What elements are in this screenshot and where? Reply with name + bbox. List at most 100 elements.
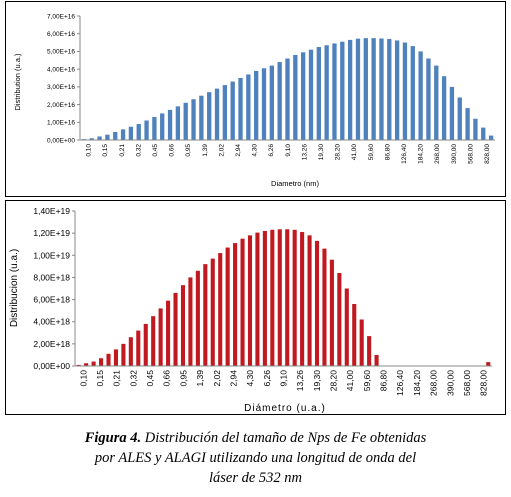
x-tick-label: 28,20 [329,370,339,392]
x-tick-label: 2,02 [218,144,225,157]
x-tick-label: 184,20 [412,370,422,396]
bar [128,126,134,140]
bar [160,113,165,140]
bar [143,323,148,366]
bar [214,88,220,140]
bar [277,62,282,140]
bar [167,109,173,140]
bar [481,127,486,140]
bar [183,102,188,140]
bar [207,92,212,140]
x-tick-label: 9,10 [278,370,288,387]
x-tick-label: 19,30 [318,144,325,161]
bar [352,304,357,366]
x-tick-label: 390,00 [451,144,458,164]
x-tick-label: 0,10 [86,144,93,157]
bar [379,38,384,140]
chart-1-svg: 0,00E+00 1,00E+16 2,00E+16 3,00E+16 4,00E+16… [5,1,506,197]
x-tick-label: 86,80 [384,144,391,161]
bar [488,135,494,140]
x-tick-label: 2,02 [212,370,222,387]
bar [210,258,215,366]
caption-text-1: Distribución del tamaño de Nps de Fe obt… [141,430,427,446]
x-tick-label: 2,94 [228,370,238,387]
bar [410,46,415,140]
bar [166,300,171,366]
x-tick-label: 828,00 [479,370,489,396]
y-tick-label: 0,00E+00 [33,361,70,371]
bar [144,120,149,140]
x-tick-label: 126,40 [395,370,405,396]
x-tick-label: 0,21 [112,370,122,387]
bar [293,54,298,140]
x-tick-label: 59,60 [368,144,375,161]
x-tick-label: 0,15 [95,370,105,387]
bar [238,78,243,140]
x-tick-label: 568,00 [467,144,474,164]
x-tick-label: 13,26 [295,370,305,392]
bar [136,124,141,140]
bar [269,65,274,140]
bar [344,288,349,366]
x-tick-label: 0,45 [145,370,155,387]
bar [120,129,126,140]
bar [374,354,379,366]
bar [457,97,462,140]
y-tick-label: 1,00E+16 [47,120,75,127]
bar [394,40,400,141]
bar [191,99,196,140]
bar [426,58,431,141]
bar [254,70,259,140]
bar [247,235,253,366]
bar [371,38,376,141]
bar [233,243,238,366]
bar [363,38,368,141]
y-tick-label: 1,40E+19 [33,206,70,216]
bar [89,138,94,140]
y-tick-label: 4,00E+18 [33,317,70,327]
x-tick-label: 4,30 [245,370,255,387]
bar [434,65,439,140]
bar [387,39,392,140]
bar [337,273,342,366]
x-tick-label: 184,20 [418,144,425,164]
bar [84,363,89,366]
bar [486,362,491,366]
x-tick-label: 6,26 [262,370,272,387]
bar [329,259,334,366]
bar [255,232,260,366]
bar [322,248,327,366]
y-tick-label: 1,00E+19 [33,250,70,260]
caption-line-1: Figura 4. Distribución del tamaño de Nps… [0,428,511,448]
x-tick-label: 0,95 [185,144,192,157]
y-tick-label: 2,00E+18 [33,339,70,349]
bar [195,270,200,366]
x-tick-label: 268,00 [434,144,441,164]
bar [105,134,110,140]
bar [465,108,470,140]
x-tick-label: 0,10 [78,370,88,387]
x-tick-label: 268,00 [429,370,439,396]
x-tick-label: 86,80 [379,370,389,392]
bar [113,349,119,366]
x-tick-label: 828,00 [484,144,491,164]
bar [441,76,447,140]
y-tick-label: 1,20E+19 [33,228,70,238]
x-tick-label: 1,39 [202,144,209,157]
bar [449,86,455,140]
bar [307,235,312,366]
bar [203,264,208,366]
x-tick-label: 41,00 [351,144,358,161]
bar [173,292,178,366]
caption-figure-label: Figura 4. [84,430,142,446]
bar [91,361,96,366]
y-tick-label: 8,00E+18 [33,272,70,282]
bar [473,118,478,140]
x-tick-label: 6,26 [268,144,275,157]
x-tick-label: 1,39 [195,370,205,387]
bar [136,330,141,366]
x-tick-label: 41,00 [345,370,355,392]
x-tick-label: 2,94 [235,144,242,157]
bar [151,316,156,366]
bar [246,74,251,140]
